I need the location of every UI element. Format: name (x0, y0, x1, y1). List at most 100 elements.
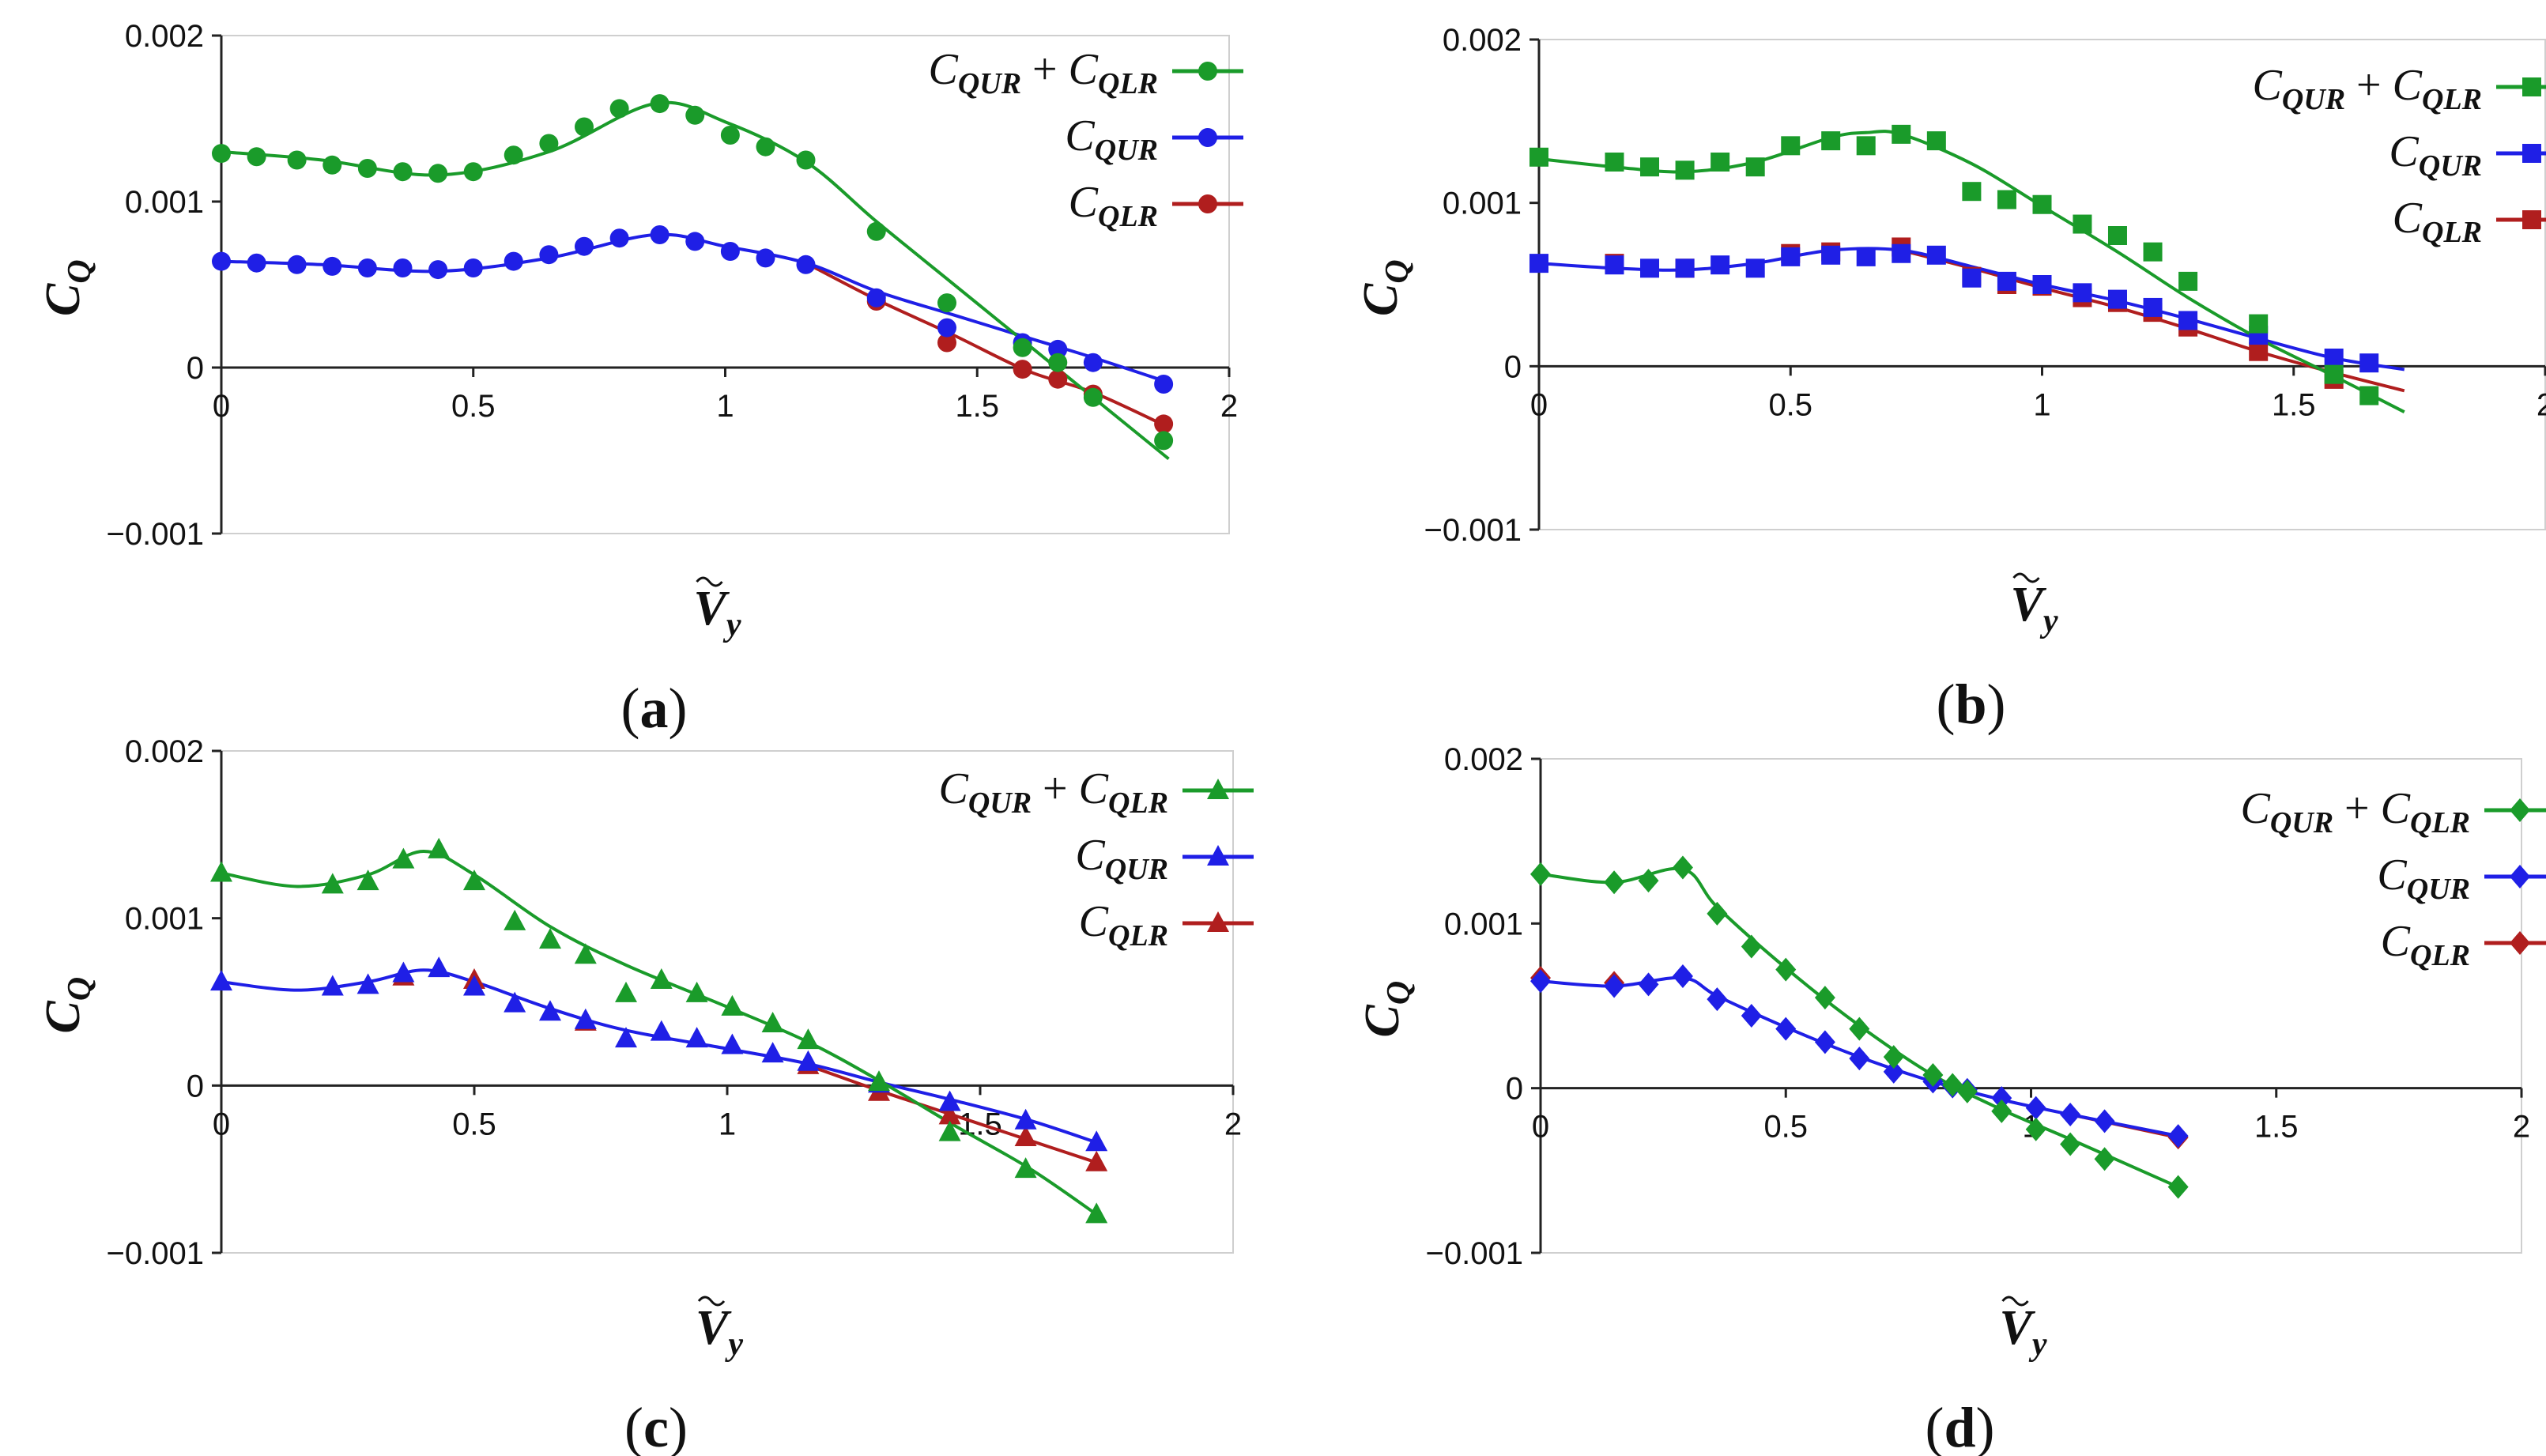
data-point-lower (938, 1103, 961, 1125)
data-point-sum (321, 873, 344, 894)
plot-frame (221, 35, 1230, 534)
data-point-sum (1711, 153, 1730, 172)
panel-label: (c) (624, 1396, 688, 1456)
data-point-sum (1892, 124, 1911, 144)
data-point-sum (685, 105, 705, 125)
data-point-upper (1775, 1017, 1797, 1041)
x-tick-label: 2 (2513, 1110, 2530, 1145)
data-point-sum (1922, 1063, 1944, 1087)
data-point-upper (650, 225, 670, 244)
data-point-lower (1014, 1125, 1037, 1146)
legend-sum-marker (2510, 798, 2530, 822)
data-point-upper (356, 973, 379, 994)
y-tick-label: 0.002 (1444, 742, 1523, 777)
data-point-sum (1997, 190, 2016, 209)
series-sum-fit (221, 100, 1170, 461)
series-upper-fit (1538, 247, 2405, 372)
data-point-upper (1675, 258, 1695, 278)
x-axis-label: Vy (2000, 1301, 2047, 1363)
data-point-upper (1997, 271, 2016, 291)
legend-sum-label: CQUR + CQLR (2252, 61, 2482, 116)
x-tick-label: 0.5 (1763, 1110, 1808, 1145)
data-point-upper (2025, 1096, 2046, 1120)
chart-panel: −0.001 0 0.001 0.002 0 0.5 1 1.5 2 CQ Vy(a) CQUR + … (36, 19, 1243, 740)
data-point-upper (2359, 353, 2379, 373)
data-point-sum (428, 164, 448, 183)
data-point-upper (1604, 974, 1625, 998)
data-point-upper (1962, 268, 1982, 288)
y-tick-label: 0.002 (1443, 23, 1522, 58)
data-point-sum (1707, 901, 1728, 926)
data-point-sum (1530, 862, 1551, 886)
legend-lower-marker (1198, 194, 1217, 213)
data-point-sum (463, 162, 483, 182)
data-point-sum (756, 137, 775, 157)
data-point-upper (575, 236, 594, 256)
data-point-sum (2032, 194, 2052, 214)
data-point-upper (685, 232, 705, 251)
data-point-upper (1640, 258, 1660, 278)
data-point-sum (392, 847, 415, 869)
x-axis-label: Vy (694, 582, 741, 643)
legend-sum-label: CQUR + CQLR (2240, 784, 2470, 839)
data-point-upper (2073, 283, 2092, 303)
data-point-sum (2324, 364, 2344, 384)
data-point-sum (1013, 338, 1032, 357)
legend-lower-label: CQLR (2381, 917, 2470, 972)
plot-frame (221, 750, 1234, 1254)
chart-panel: −0.001 0 0.001 0.002 0 0.5 1 1.5 2 CQ Vy(b) CQUR + … (1354, 23, 2546, 736)
data-point-upper (1741, 1004, 1762, 1028)
x-tick-label: 0 (1530, 387, 1548, 422)
data-point-upper (1711, 255, 1730, 275)
y-tick-label: 0.001 (125, 185, 204, 220)
x-tick-label: 0.5 (1768, 387, 1812, 422)
data-point-sum (575, 117, 594, 137)
x-tick-label: 1.5 (2254, 1110, 2299, 1145)
data-point-sum (721, 994, 744, 1016)
data-point-upper (2094, 1109, 2115, 1133)
data-point-upper (247, 253, 266, 273)
panel-label: (d) (1925, 1396, 1994, 1456)
data-point-upper (615, 1027, 637, 1048)
data-point-sum (322, 155, 342, 175)
data-point-lower (2249, 341, 2269, 361)
data-point-sum (1675, 160, 1695, 180)
data-point-upper (212, 251, 231, 271)
data-point-upper (1991, 1086, 2012, 1111)
data-point-lower (1154, 414, 1174, 434)
data-point-sum (1672, 855, 1693, 880)
data-point-upper (720, 242, 740, 261)
data-point-upper (504, 251, 523, 271)
data-point-sum (210, 861, 232, 882)
x-tick-label: 2 (2537, 387, 2546, 422)
y-tick-label: 0.002 (125, 19, 204, 54)
data-point-upper (756, 248, 775, 268)
data-point-upper (1814, 1030, 1835, 1054)
data-point-sum (2178, 271, 2198, 291)
data-point-upper (393, 258, 413, 277)
x-tick-label: 1.5 (955, 389, 999, 424)
data-point-upper (539, 245, 559, 265)
data-point-sum (1605, 153, 1624, 172)
y-tick-label: −0.001 (1424, 513, 1522, 548)
x-tick-label: 2 (1224, 1107, 1242, 1141)
data-point-sum (2073, 214, 2092, 234)
data-point-sum (2249, 314, 2269, 334)
data-point-lower (1085, 1150, 1108, 1171)
data-point-sum (1604, 870, 1625, 895)
data-point-sum (650, 968, 673, 989)
y-axis-label: CQ (36, 977, 98, 1034)
data-point-sum (2060, 1132, 2081, 1156)
legend-sum-label: CQUR + CQLR (928, 45, 1158, 100)
data-point-upper (321, 975, 344, 996)
data-point-sum (539, 928, 561, 949)
data-point-sum (1085, 1202, 1108, 1224)
data-point-upper (1530, 969, 1551, 994)
data-point-upper (1707, 987, 1728, 1012)
y-tick-label: −0.001 (107, 1236, 204, 1271)
data-point-upper (796, 255, 816, 274)
x-tick-label: 2 (1220, 389, 1238, 424)
data-point-sum (1856, 136, 1876, 156)
